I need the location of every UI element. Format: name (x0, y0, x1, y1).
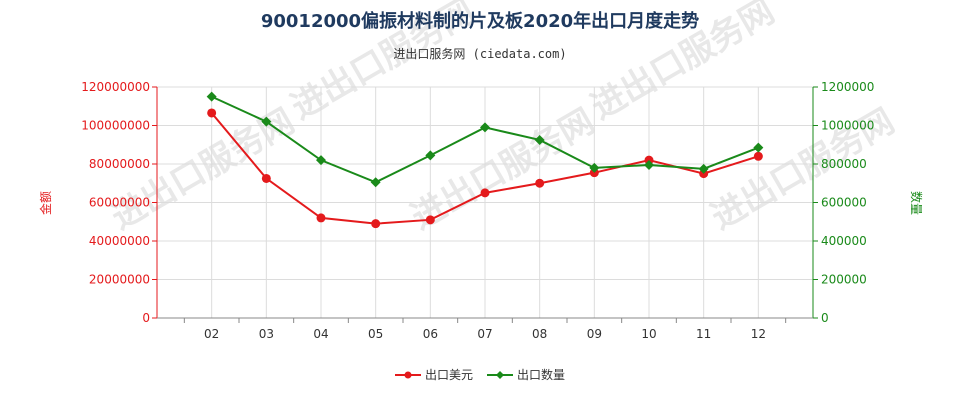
series-1-point (261, 173, 271, 183)
legend-item-2: 出口数量 (487, 367, 565, 382)
y-right-tick-label: 200000 (821, 273, 867, 287)
series-layer (206, 91, 764, 229)
y-right-tick-label: 1000000 (821, 119, 874, 133)
x-axis-ticks: 02 03 04 05 06 07 08 09 10 11 12 (183, 318, 787, 341)
x-tick-label: 03 (259, 327, 274, 341)
series-1-point (371, 219, 381, 229)
series-1-point (207, 108, 217, 118)
series-1-point (753, 151, 763, 161)
x-tick-label: 12 (751, 327, 766, 341)
legend-label: 出口数量 (517, 367, 565, 382)
x-tick-label: 06 (423, 327, 438, 341)
y-right-tick-label: 400000 (821, 234, 867, 248)
x-tick-label: 08 (532, 327, 547, 341)
series-2-point (480, 122, 490, 133)
right-axis-ticks: 0 200000 400000 600000 800000 1000000 1200000 (813, 80, 874, 325)
series-2-point (316, 155, 326, 166)
series-1-point (535, 178, 545, 188)
series-2-point (698, 163, 709, 174)
series-2-point (206, 91, 217, 102)
series-1-point (425, 215, 435, 225)
y-right-tick-label: 800000 (821, 157, 867, 171)
series-2-point (753, 142, 764, 153)
y-left-tick-label: 60000000 (89, 196, 150, 210)
y-left-tick-label: 20000000 (89, 273, 150, 287)
x-tick-label: 09 (587, 327, 602, 341)
y-right-tick-label: 1200000 (821, 80, 874, 94)
series-1-point (316, 213, 326, 223)
legend-swatch-marker (496, 371, 504, 379)
series-2-point (425, 150, 436, 161)
series-2-point (261, 116, 272, 127)
y-left-tick-label: 40000000 (89, 234, 150, 248)
chart-subtitle: 进出口服务网 (ciedata.com) (393, 46, 566, 61)
y-right-tick-label: 600000 (821, 196, 867, 210)
series-2-point (370, 177, 381, 188)
series-2-point (534, 134, 545, 145)
x-tick-label: 07 (477, 327, 492, 341)
series-1-point (480, 188, 490, 198)
x-tick-label: 04 (313, 327, 328, 341)
legend: 出口美元 出口数量 (395, 367, 565, 382)
x-tick-label: 02 (204, 327, 219, 341)
x-tick-label: 10 (641, 327, 656, 341)
series-2-point (589, 162, 600, 173)
y-left-tick-label: 0 (142, 311, 150, 325)
x-tick-label: 11 (696, 327, 711, 341)
legend-swatch-marker (404, 371, 412, 379)
legend-label: 出口美元 (425, 368, 473, 382)
y-axis-left-label: 金额 (38, 191, 53, 215)
y-right-tick-label: 0 (821, 311, 829, 325)
y-left-tick-label: 120000000 (81, 80, 150, 94)
legend-item-1: 出口美元 (395, 368, 473, 382)
left-axis-ticks: 0 20000000 40000000 60000000 80000000 1000000… (81, 80, 157, 325)
x-tick-label: 05 (368, 327, 383, 341)
series-2-point (644, 159, 654, 170)
y-left-tick-label: 80000000 (89, 157, 150, 171)
y-axis-right-label: 数量 (909, 191, 924, 215)
y-left-tick-label: 100000000 (81, 119, 150, 133)
chart-title: 90012000偏振材料制的片及板2020年出口月度走势 (261, 10, 699, 32)
